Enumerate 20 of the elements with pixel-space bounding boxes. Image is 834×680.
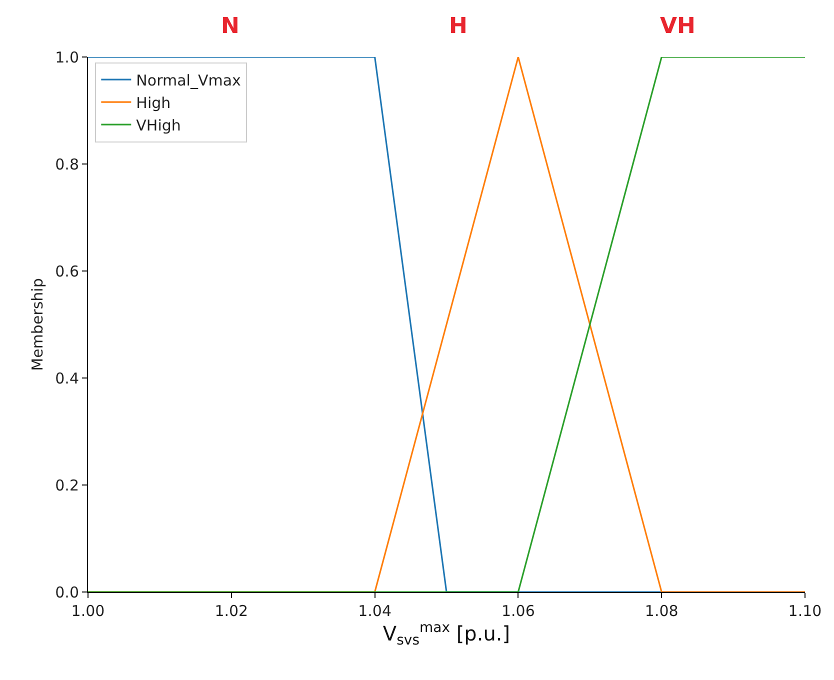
y-tick-label: 0.0	[55, 583, 79, 602]
y-tick-label: 0.4	[55, 369, 79, 388]
x-tick-label: 1.06	[501, 602, 535, 620]
text: VH	[660, 14, 696, 39]
y-tick-label: 1.0	[55, 48, 79, 66]
y-tick-label: 0.6	[55, 262, 79, 280]
x-tick-label: 1.02	[214, 602, 248, 620]
x-axis-title: V$_{svs}$$^{max}$ [p.u.]	[382, 620, 510, 649]
x-tick-label: 1.00	[71, 602, 105, 620]
y-tick-label: 0.2	[55, 476, 79, 494]
y-axis-title: Membership	[28, 278, 46, 371]
legend-label: Normal_Vmax	[136, 71, 242, 90]
x-tick-label: 1.10	[788, 602, 822, 620]
legend-label: High	[136, 94, 171, 112]
y-tick-label: 0.8	[55, 155, 79, 174]
legend-label: VHigh	[136, 116, 181, 134]
x-tick-label: 1.04	[358, 602, 392, 620]
x-tick-label: 1.08	[644, 602, 678, 620]
text: N	[221, 14, 240, 39]
text: H	[449, 14, 468, 39]
